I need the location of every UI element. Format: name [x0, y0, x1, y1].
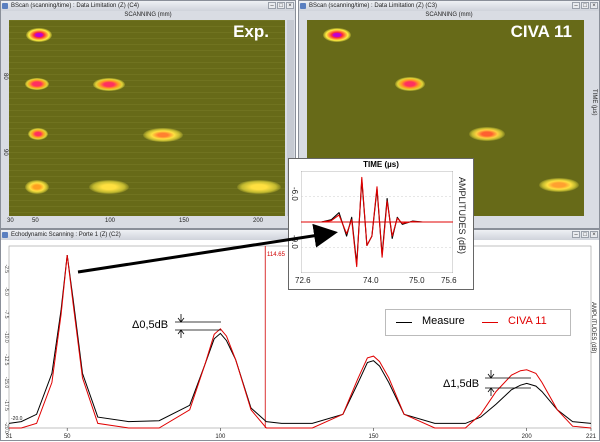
ascan-y-tick: -9.0	[290, 235, 299, 249]
y-tick-label: -12.5	[3, 354, 9, 366]
minimize-icon[interactable]: –	[572, 2, 580, 9]
close-icon[interactable]: ×	[590, 2, 598, 9]
ascan-x-tick: 72.6	[295, 276, 311, 285]
legend-line-measure	[396, 322, 412, 323]
window-icon	[2, 3, 8, 9]
right-scan-axis-label: SCANNING (mm)	[425, 12, 473, 18]
x-tick-label: 200	[522, 434, 533, 440]
series-line-civa-11	[9, 255, 592, 429]
legend-box: Measure CIVA 11	[385, 309, 571, 336]
right-bscan-titlebar[interactable]: BScan (scanning/time) : Data Limitation …	[299, 1, 599, 11]
defect-echo	[89, 180, 129, 194]
x-tick-label: 50	[64, 434, 71, 440]
simulated-echo	[469, 127, 505, 141]
delta-marker-2-arrow-up	[487, 387, 495, 396]
x-tick-label: 150	[179, 218, 190, 224]
simulated-echo	[539, 178, 579, 192]
simulated-echo	[395, 77, 425, 91]
close-icon[interactable]: ×	[286, 2, 294, 9]
legend-civa: CIVA 11	[508, 315, 547, 327]
amplitude-axis-label: AMPLITUDES (dB)	[590, 302, 596, 354]
echodynamic-title: Echodynamic Scanning : Porte 1 (Z) (C2)	[11, 232, 121, 238]
y-tick-label: -20.0	[3, 422, 9, 434]
ascan-inset: TIME (µs) AMPLITUDES (dB) -6.0 -9.0 72.6…	[288, 158, 474, 290]
window-icon	[300, 3, 306, 9]
ascan-x-tick: 74.0	[363, 276, 379, 285]
x-tick-label: 30	[7, 218, 14, 224]
x-tick-label: 100	[105, 218, 116, 224]
maximize-icon[interactable]: □	[277, 2, 285, 9]
defect-echo	[25, 78, 49, 90]
ascan-chart	[301, 171, 453, 273]
right-bscan-title: BScan (scanning/time) : Data Limitation …	[309, 3, 438, 9]
x-tick-label: 31	[6, 434, 13, 440]
vertical-scrollbar[interactable]	[287, 20, 294, 216]
minimize-icon[interactable]: –	[268, 2, 276, 9]
left-bscan-titlebar[interactable]: BScan (scanning/time) : Data Limitation …	[1, 1, 295, 11]
minimize-icon[interactable]: –	[572, 231, 580, 238]
y-tick-label: -2.5	[3, 264, 9, 273]
ascan-title: TIME (µs)	[363, 160, 399, 169]
close-icon[interactable]: ×	[590, 231, 598, 238]
ascan-x-tick: 75.6	[441, 276, 457, 285]
ascan-series-civa-11	[301, 176, 453, 268]
left-bscan-title: BScan (scanning/time) : Data Limitation …	[11, 3, 140, 9]
x-tick-label: 100	[215, 434, 226, 440]
bottom-left-value: -20.0	[11, 416, 23, 422]
y-tick-label: -17.5	[3, 400, 9, 412]
left-bscan-window: BScan (scanning/time) : Data Limitation …	[0, 0, 296, 229]
time-axis-label: TIME (µs)	[591, 89, 597, 116]
maximize-icon[interactable]: □	[581, 2, 589, 9]
maximize-icon[interactable]: □	[581, 231, 589, 238]
x-tick-label: 221	[586, 434, 597, 440]
y-tick-label: 80	[2, 73, 8, 80]
legend-line-civa	[482, 322, 498, 323]
defect-echo	[26, 28, 52, 42]
defect-echo	[25, 180, 49, 194]
defect-echo	[93, 78, 125, 91]
defect-echo	[237, 180, 281, 194]
ascan-x-tick: 75.0	[409, 276, 425, 285]
y-tick-label: -15.0	[3, 377, 9, 389]
delta-annotation-2: Δ1,5dB	[443, 378, 480, 390]
cursor-value: 114.65	[267, 252, 285, 258]
exp-label: Exp.	[233, 22, 269, 41]
left-scan-axis-label: SCANNING (mm)	[124, 12, 172, 18]
x-tick-label: 50	[32, 218, 39, 224]
ascan-y-label: AMPLITUDES (dB)	[457, 177, 467, 255]
x-tick-label: 200	[253, 218, 264, 224]
delta-marker-2-arrow-down	[487, 370, 495, 379]
delta-marker-1-arrow-down	[177, 314, 185, 323]
defect-echo	[143, 128, 183, 142]
y-tick-label: 90	[2, 149, 8, 156]
defect-echo	[28, 128, 48, 140]
y-tick-label: -5.0	[3, 287, 9, 296]
legend-measure: Measure	[422, 315, 465, 327]
delta-annotation-1: Δ0,5dB	[132, 319, 169, 331]
left-bscan-plot[interactable]: Exp.	[9, 20, 285, 216]
y-tick-label: -7.5	[3, 310, 9, 319]
simulated-echo	[323, 28, 351, 42]
x-tick-label: 150	[369, 434, 380, 440]
ascan-y-tick: -6.0	[290, 187, 299, 201]
delta-marker-1-arrow-up	[177, 329, 185, 338]
y-tick-label: -10.0	[3, 331, 9, 343]
series-line-measure	[8, 255, 592, 424]
window-icon	[2, 232, 8, 238]
civa-label: CIVA 11	[510, 22, 572, 41]
